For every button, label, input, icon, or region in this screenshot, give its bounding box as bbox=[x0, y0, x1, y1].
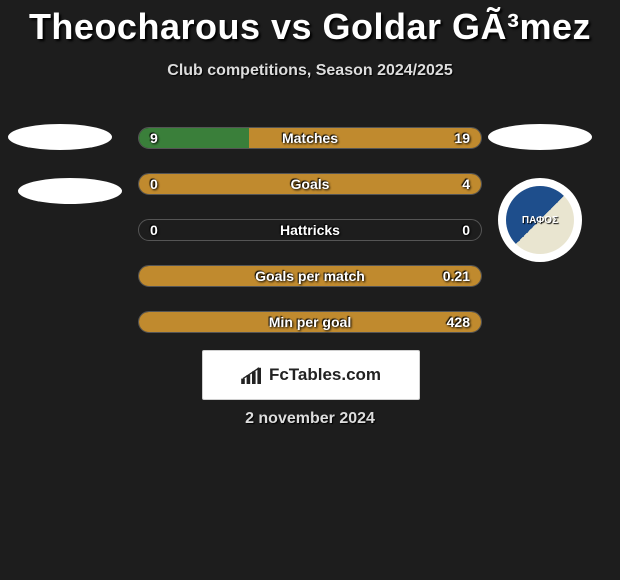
club-badge-inner: ΠΑΦΟΣ bbox=[506, 186, 574, 254]
stat-row: 919Matches bbox=[138, 127, 482, 149]
date-label: 2 november 2024 bbox=[0, 410, 620, 428]
left-player-shape-1 bbox=[8, 124, 112, 150]
fctables-logo-text: FcTables.com bbox=[269, 365, 381, 385]
fctables-logo: FcTables.com bbox=[202, 350, 420, 400]
bar-chart-icon bbox=[241, 366, 263, 384]
stat-row: 0.21Goals per match bbox=[138, 265, 482, 287]
left-player-shape-2 bbox=[18, 178, 122, 204]
stat-label: Hattricks bbox=[138, 219, 482, 241]
stats-bars: 919Matches 04Goals 00Hattricks 0.21Goals pe… bbox=[138, 127, 482, 357]
right-player-shape bbox=[488, 124, 592, 150]
page-title: Theocharous vs Goldar GÃ³mez bbox=[0, 0, 620, 48]
stat-row: 428Min per goal bbox=[138, 311, 482, 333]
stat-label: Goals per match bbox=[138, 265, 482, 287]
subtitle: Club competitions, Season 2024/2025 bbox=[0, 62, 620, 80]
stat-label: Min per goal bbox=[138, 311, 482, 333]
stat-row: 04Goals bbox=[138, 173, 482, 195]
right-club-badge: ΠΑΦΟΣ bbox=[498, 178, 582, 262]
stat-row: 00Hattricks bbox=[138, 219, 482, 241]
stat-label: Matches bbox=[138, 127, 482, 149]
stat-label: Goals bbox=[138, 173, 482, 195]
